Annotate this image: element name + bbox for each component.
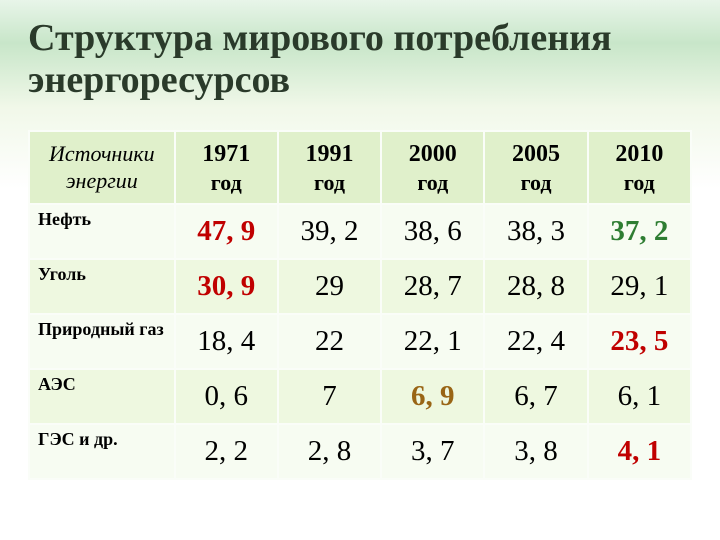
cell: 22 bbox=[278, 314, 381, 369]
cell: 23, 5 bbox=[588, 314, 691, 369]
year-value: 2005 bbox=[512, 141, 560, 167]
header-year: 1991год bbox=[278, 131, 381, 204]
table-row: Нефть 47, 9 39, 2 38, 6 38, 3 37, 2 bbox=[29, 204, 691, 259]
cell: 6, 1 bbox=[588, 369, 691, 424]
year-value: 1971 bbox=[202, 141, 250, 167]
year-sub: год bbox=[593, 169, 686, 197]
cell: 37, 2 bbox=[588, 204, 691, 259]
table-row: ГЭС и др. 2, 2 2, 8 3, 7 3, 8 4, 1 bbox=[29, 424, 691, 479]
cell: 22, 1 bbox=[381, 314, 484, 369]
cell: 6, 9 bbox=[381, 369, 484, 424]
header-year: 2010год bbox=[588, 131, 691, 204]
header-rowlabel: Источники энергии bbox=[29, 131, 175, 204]
row-label: Нефть bbox=[29, 204, 175, 259]
row-label: ГЭС и др. bbox=[29, 424, 175, 479]
row-label: АЭС bbox=[29, 369, 175, 424]
cell: 4, 1 bbox=[588, 424, 691, 479]
cell: 22, 4 bbox=[484, 314, 587, 369]
cell: 30, 9 bbox=[175, 259, 278, 314]
page-title: Структура мирового потребления энергорес… bbox=[28, 18, 692, 102]
table-row: Уголь 30, 9 29 28, 7 28, 8 29, 1 bbox=[29, 259, 691, 314]
energy-table: Источники энергии 1971год 1991год 2000го… bbox=[28, 130, 692, 480]
cell: 47, 9 bbox=[175, 204, 278, 259]
cell: 7 bbox=[278, 369, 381, 424]
cell: 29 bbox=[278, 259, 381, 314]
cell: 38, 3 bbox=[484, 204, 587, 259]
year-value: 1991 bbox=[306, 141, 354, 167]
row-label: Уголь bbox=[29, 259, 175, 314]
year-value: 2000 bbox=[409, 141, 457, 167]
cell: 3, 8 bbox=[484, 424, 587, 479]
table-row: АЭС 0, 6 7 6, 9 6, 7 6, 1 bbox=[29, 369, 691, 424]
year-sub: год bbox=[180, 169, 273, 197]
table-header-row: Источники энергии 1971год 1991год 2000го… bbox=[29, 131, 691, 204]
year-sub: год bbox=[283, 169, 376, 197]
cell: 18, 4 bbox=[175, 314, 278, 369]
cell: 6, 7 bbox=[484, 369, 587, 424]
year-sub: год bbox=[386, 169, 479, 197]
year-sub: год bbox=[489, 169, 582, 197]
year-value: 2010 bbox=[615, 141, 663, 167]
header-year: 2000год bbox=[381, 131, 484, 204]
cell: 28, 8 bbox=[484, 259, 587, 314]
header-year: 1971год bbox=[175, 131, 278, 204]
cell: 2, 2 bbox=[175, 424, 278, 479]
cell: 3, 7 bbox=[381, 424, 484, 479]
cell: 2, 8 bbox=[278, 424, 381, 479]
row-label: Природный газ bbox=[29, 314, 175, 369]
header-year: 2005год bbox=[484, 131, 587, 204]
cell: 38, 6 bbox=[381, 204, 484, 259]
cell: 39, 2 bbox=[278, 204, 381, 259]
cell: 0, 6 bbox=[175, 369, 278, 424]
table-row: Природный газ 18, 4 22 22, 1 22, 4 23, 5 bbox=[29, 314, 691, 369]
table-body: Нефть 47, 9 39, 2 38, 6 38, 3 37, 2 Угол… bbox=[29, 204, 691, 479]
cell: 28, 7 bbox=[381, 259, 484, 314]
cell: 29, 1 bbox=[588, 259, 691, 314]
